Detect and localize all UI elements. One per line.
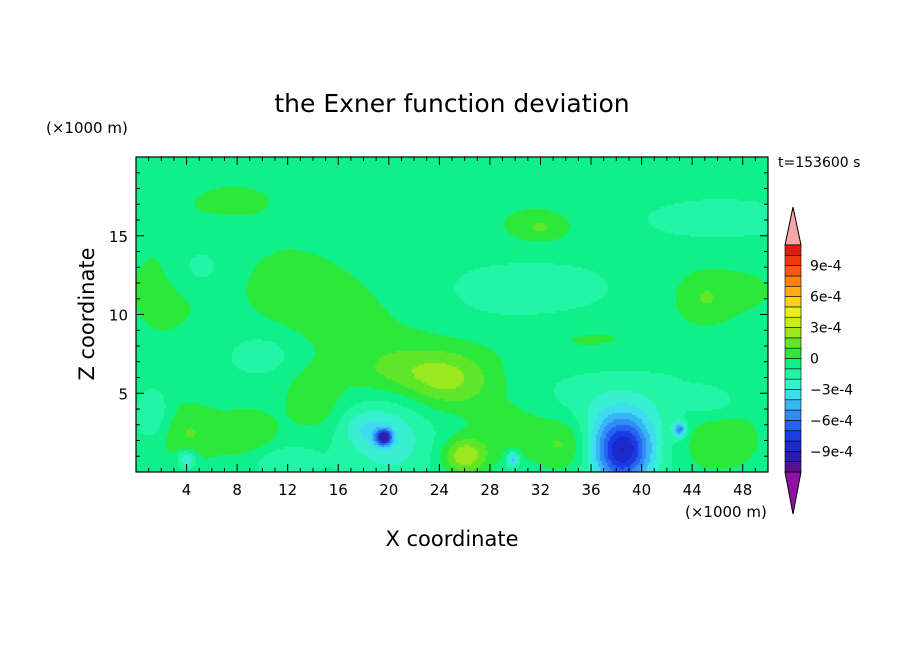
- colorbar-swatch: [784, 337, 802, 349]
- colorbar-swatch: [784, 306, 802, 318]
- x-tick-label: 4: [182, 481, 192, 499]
- colorbar-over-triangle: [784, 206, 802, 246]
- y-tick-label: 15: [109, 228, 128, 246]
- x-tick-label: 20: [379, 481, 398, 499]
- x-tick-label: 32: [531, 481, 550, 499]
- colorbar-swatch: [784, 399, 802, 411]
- colorbar: 9e-4 6e-4 3e-4 0 −3e-4 −6e-4 −9e-4: [784, 206, 853, 515]
- colorbar-swatch: [784, 440, 802, 452]
- colorbar-tick-label: −6e-4: [810, 413, 853, 429]
- x-tick-label: 28: [480, 481, 499, 499]
- colorbar-swatch: [784, 347, 802, 359]
- colorbar-swatch: [784, 316, 802, 328]
- colorbar-swatch: [784, 327, 802, 339]
- colorbar-swatch: [784, 409, 802, 421]
- colorbar-tick-label: 6e-4: [810, 290, 842, 306]
- x-tick-label: 48: [733, 481, 752, 499]
- colorbar-swatch: [784, 420, 802, 432]
- x-tick-label: 8: [232, 481, 242, 499]
- x-tick-label: 40: [632, 481, 651, 499]
- time-label: t=153600 s: [778, 155, 860, 171]
- colorbar-swatch: [784, 378, 802, 390]
- heatmap-field: [136, 157, 768, 472]
- colorbar-tick-label: −3e-4: [810, 382, 853, 398]
- y-axis-label: Z coordinate: [75, 247, 99, 380]
- colorbar-swatch: [784, 430, 802, 442]
- chart-title: the Exner function deviation: [274, 89, 629, 118]
- x-tick-label: 16: [329, 481, 348, 499]
- colorbar-swatch: [784, 275, 802, 287]
- x-tick-label: 36: [581, 481, 600, 499]
- y-unit-label: (×1000 m): [46, 119, 128, 137]
- x-tick-label: 44: [683, 481, 702, 499]
- colorbar-swatch: [784, 244, 802, 256]
- colorbar-swatch: [784, 265, 802, 277]
- colorbar-swatch: [784, 296, 802, 308]
- colorbar-swatch: [784, 285, 802, 297]
- colorbar-swatch: [784, 255, 802, 266]
- colorbar-tick-label: 3e-4: [810, 321, 842, 337]
- colorbar-tick-label: 9e-4: [810, 259, 842, 275]
- x-tick-label: 12: [278, 481, 297, 499]
- y-tick-label: 10: [109, 307, 128, 325]
- colorbar-swatch: [784, 358, 802, 370]
- colorbar-swatch: [784, 389, 802, 401]
- colorbar-under-triangle: [784, 471, 802, 515]
- y-tick-label: 5: [118, 385, 128, 403]
- colorbar-swatch: [784, 461, 802, 473]
- x-unit-label: (×1000 m): [685, 503, 767, 521]
- x-axis-label: X coordinate: [385, 527, 518, 551]
- colorbar-tick-label: 0: [810, 352, 819, 368]
- x-tick-label: 24: [430, 481, 449, 499]
- colorbar-swatch: [784, 451, 802, 462]
- colorbar-swatch: [784, 368, 802, 380]
- colorbar-tick-label: −9e-4: [810, 444, 853, 460]
